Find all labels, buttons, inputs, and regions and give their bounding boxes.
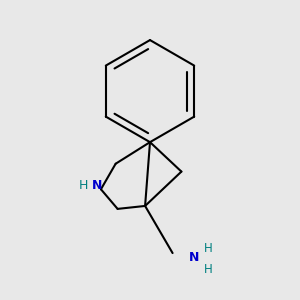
Text: N: N (92, 179, 102, 192)
Text: H: H (203, 242, 212, 255)
Text: H: H (79, 179, 88, 192)
Text: N: N (189, 251, 200, 265)
Text: H: H (203, 263, 212, 276)
